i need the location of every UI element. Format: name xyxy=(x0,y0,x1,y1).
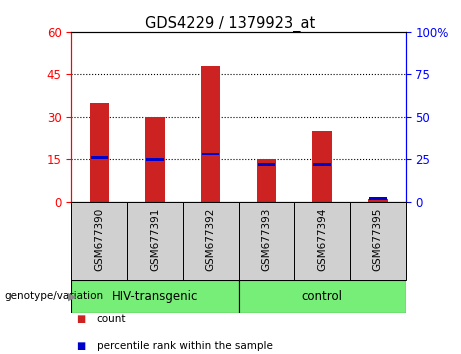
Text: percentile rank within the sample: percentile rank within the sample xyxy=(97,341,273,351)
Bar xyxy=(146,158,164,161)
Bar xyxy=(71,280,239,313)
Text: GSM677392: GSM677392 xyxy=(206,208,216,272)
Bar xyxy=(238,280,406,313)
Bar xyxy=(369,197,387,200)
Text: genotype/variation: genotype/variation xyxy=(5,291,104,302)
Bar xyxy=(350,202,406,280)
Bar xyxy=(313,163,331,166)
Text: GDS4229 / 1379923_at: GDS4229 / 1379923_at xyxy=(145,16,316,32)
Text: ■: ■ xyxy=(76,314,85,324)
Bar xyxy=(201,66,220,202)
Text: GSM677390: GSM677390 xyxy=(95,208,104,271)
Bar xyxy=(257,159,276,202)
Text: count: count xyxy=(97,314,126,324)
Text: HIV-transgenic: HIV-transgenic xyxy=(112,290,198,303)
Text: ▶: ▶ xyxy=(68,291,77,302)
Bar xyxy=(238,202,294,280)
Bar xyxy=(294,202,350,280)
Bar xyxy=(202,153,219,155)
Bar xyxy=(89,103,109,202)
Text: GSM677393: GSM677393 xyxy=(261,208,272,272)
Bar xyxy=(145,117,165,202)
Text: GSM677394: GSM677394 xyxy=(317,208,327,272)
Text: control: control xyxy=(301,290,343,303)
Text: GSM677395: GSM677395 xyxy=(373,208,383,272)
Bar xyxy=(127,202,183,280)
Text: ■: ■ xyxy=(76,341,85,351)
Bar xyxy=(313,131,332,202)
Bar xyxy=(183,202,238,280)
Text: GSM677391: GSM677391 xyxy=(150,208,160,272)
Bar xyxy=(71,202,127,280)
Bar xyxy=(90,156,108,159)
Bar xyxy=(258,163,275,166)
Bar xyxy=(368,199,388,202)
